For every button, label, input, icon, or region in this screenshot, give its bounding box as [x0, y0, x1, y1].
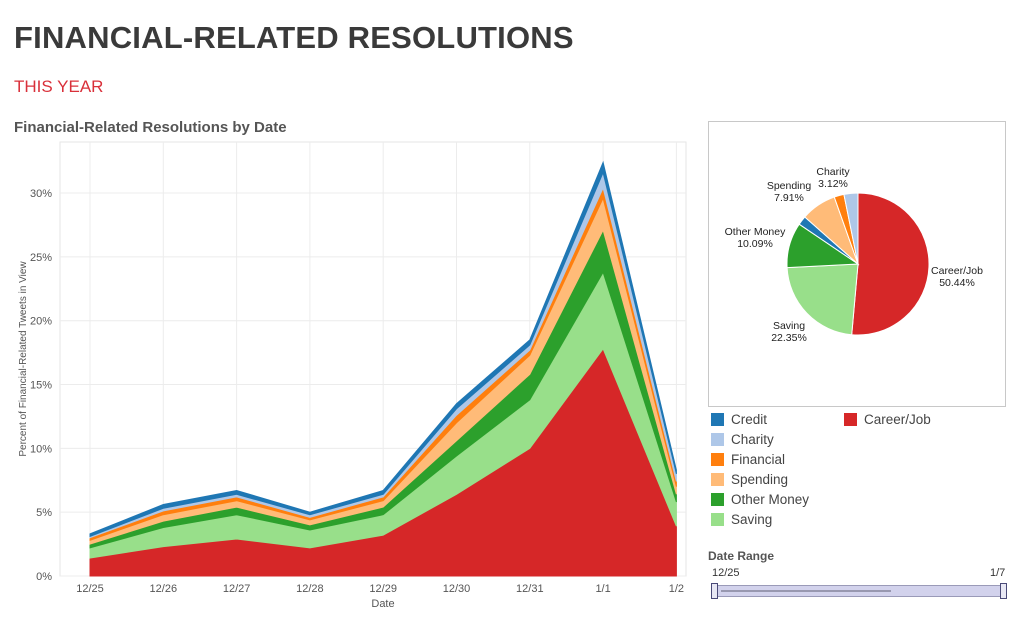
- y-axis-label: Percent of Financial-Related Tweets in V…: [18, 261, 29, 457]
- x-tick-label: 12/25: [76, 583, 104, 595]
- area-series-group: [89, 160, 677, 577]
- pie-slice-career-job: [851, 192, 930, 336]
- legend-item-credit[interactable]: Credit: [711, 412, 767, 427]
- date-range-title: Date Range: [708, 549, 775, 563]
- legend: Credit Charity Financial Spending Other …: [711, 412, 1011, 532]
- legend-label: Saving: [731, 512, 773, 527]
- pie-label-value: 22.35%: [771, 332, 807, 344]
- x-tick-label: 1/2: [669, 583, 684, 595]
- x-tick-label: 1/1: [595, 583, 610, 595]
- legend-label: Spending: [731, 472, 789, 487]
- legend-item-spending[interactable]: Spending: [711, 472, 788, 487]
- legend-label: Charity: [731, 432, 774, 447]
- page-title: FINANCIAL-RELATED RESOLUTIONS: [14, 20, 574, 55]
- legend-item-saving[interactable]: Saving: [711, 512, 772, 527]
- area-chart: 0% 5% 10% 15% 20% 25% 30% 12/25 12/26 12/27 12/28 1…: [18, 141, 687, 610]
- pie-label-name: Saving: [773, 320, 805, 332]
- page-subtitle: THIS YEAR: [14, 77, 104, 96]
- pie-label-value: 7.91%: [774, 192, 804, 204]
- y-tick-label: 10%: [30, 443, 52, 455]
- pie-label-name: Career/Job: [931, 265, 983, 277]
- x-tick-label: 12/27: [223, 583, 251, 595]
- legend-item-other-money[interactable]: Other Money: [711, 492, 809, 507]
- date-range-end-label: 1/7: [990, 567, 1006, 579]
- pie-label-value: 3.12%: [818, 178, 848, 190]
- pie-label-value: 10.09%: [737, 238, 773, 250]
- date-range-end-handle[interactable]: [1000, 583, 1007, 599]
- y-tick-label: 30%: [30, 188, 52, 200]
- pie-label-name: Other Money: [725, 226, 786, 238]
- pie-chart-panel: Career/Job 50.44% Saving 22.35% Other Money 1…: [708, 121, 1006, 407]
- x-tick-label: 12/28: [296, 583, 324, 595]
- legend-swatch: [711, 453, 724, 466]
- legend-item-financial[interactable]: Financial: [711, 452, 785, 467]
- date-range-slider-bar: [721, 590, 891, 592]
- x-tick-label: 12/31: [516, 583, 544, 595]
- legend-label: Other Money: [731, 492, 810, 507]
- legend-label: Credit: [731, 412, 768, 427]
- x-tick-label: 12/26: [150, 583, 178, 595]
- date-range-start-label: 12/25: [712, 567, 740, 579]
- pie-slice-saving: [786, 263, 859, 336]
- legend-swatch: [711, 493, 724, 506]
- legend-swatch: [844, 413, 857, 426]
- legend-swatch: [711, 413, 724, 426]
- y-tick-label: 0%: [36, 571, 52, 583]
- y-tick-label: 5%: [36, 507, 52, 519]
- pie-slice-charity: [843, 192, 859, 265]
- legend-swatch: [711, 433, 724, 446]
- y-tick-label: 25%: [30, 252, 52, 264]
- pie-label-name: Spending: [767, 180, 812, 192]
- area-series-credit: [89, 160, 677, 538]
- legend-label: Career/Job: [864, 412, 931, 427]
- x-tick-label: 12/30: [443, 583, 471, 595]
- pie-label-name: Charity: [816, 166, 850, 178]
- legend-swatch: [711, 473, 724, 486]
- legend-item-charity[interactable]: Charity: [711, 432, 774, 447]
- y-tick-label: 15%: [30, 380, 52, 392]
- date-range-start-handle[interactable]: [711, 583, 718, 599]
- x-tick-label: 12/29: [369, 583, 397, 595]
- legend-swatch: [711, 513, 724, 526]
- pie-label-value: 50.44%: [939, 277, 975, 289]
- y-tick-label: 20%: [30, 316, 52, 328]
- date-range-slider[interactable]: [711, 583, 1007, 599]
- legend-item-career-job[interactable]: Career/Job: [844, 412, 931, 427]
- chart-title: Financial-Related Resolutions by Date: [14, 119, 287, 136]
- x-axis-label: Date: [371, 598, 394, 610]
- pie-slices: [786, 192, 930, 336]
- legend-label: Financial: [731, 452, 786, 467]
